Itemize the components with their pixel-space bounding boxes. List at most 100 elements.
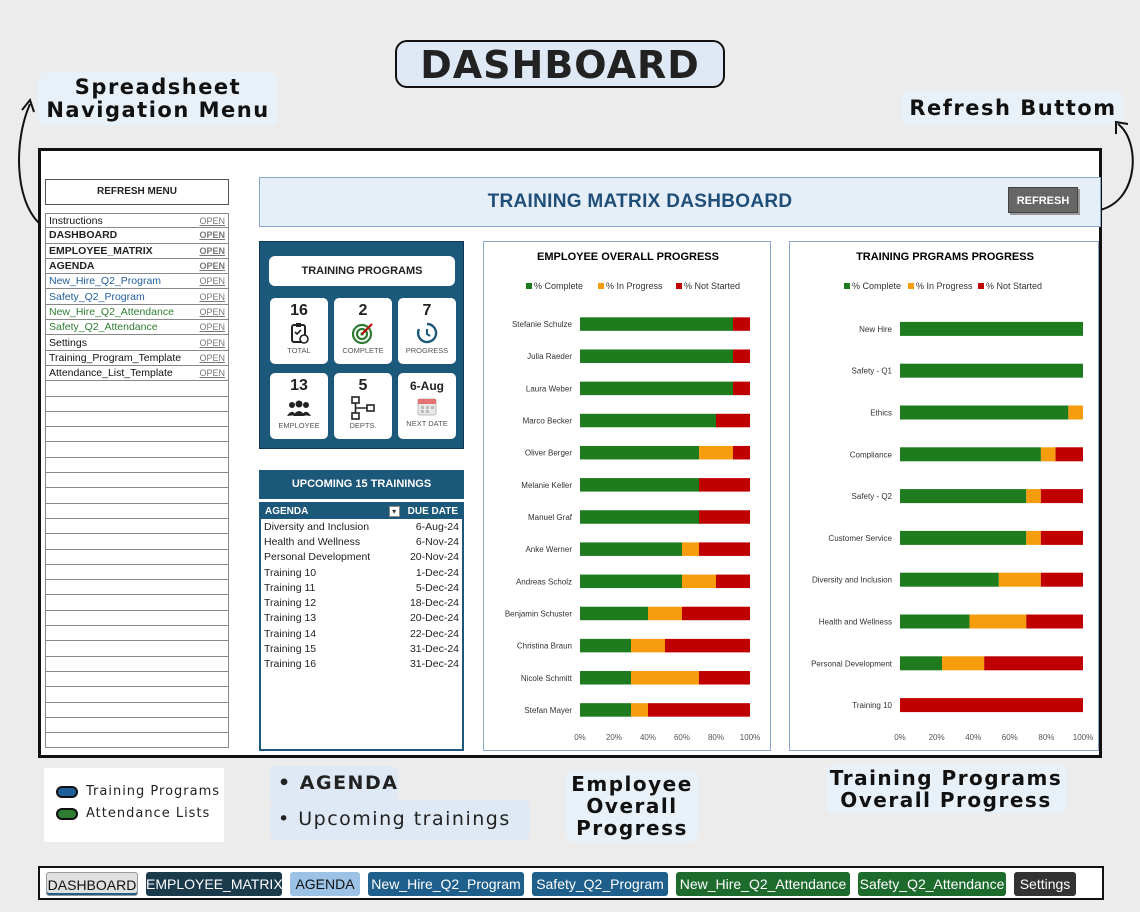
open-link[interactable]: OPEN (199, 261, 225, 272)
filter-icon[interactable]: ▾ (388, 506, 400, 517)
category-label: Safety - Q2 (852, 492, 893, 501)
refresh-button[interactable]: REFRESH (1008, 187, 1078, 213)
sheet-tab[interactable]: New_Hire_Q2_Program (368, 872, 524, 896)
table-row: Diversity and Inclusion 6-Aug-24 (261, 519, 462, 534)
category-label: Benjamin Schuster (505, 609, 572, 618)
empty-cell-row (45, 457, 229, 474)
training-name: Training 13 (264, 612, 317, 625)
legend-swatch (844, 283, 850, 289)
bar-segment (682, 542, 699, 556)
table-row: Training 12 18-Dec-24 (261, 595, 462, 610)
open-link[interactable]: OPEN (199, 306, 225, 317)
nav-item-label: New_Hire_Q2_Attendance (49, 305, 174, 318)
table-row: Training 10 1-Dec-24 (261, 565, 462, 580)
category-label: Andreas Scholz (516, 577, 572, 586)
bar-segment (580, 638, 631, 653)
category-label: Anke Werner (525, 545, 572, 554)
nav-item: New_Hire_Q2_Program OPEN (45, 274, 229, 290)
empty-cell-row (45, 534, 229, 550)
empty-cell-row (45, 427, 229, 443)
page-title: DASHBOARD (395, 40, 725, 88)
bar-segment (631, 671, 699, 685)
open-link[interactable]: OPEN (199, 368, 225, 379)
category-label: Laura Weber (526, 384, 572, 393)
sheet-tab[interactable]: EMPLOYEE_MATRIX (146, 872, 283, 896)
nav-item: Safety_Q2_Program OPEN (45, 289, 229, 305)
nav-item: New_Hire_Q2_Attendance OPEN (45, 304, 229, 321)
empty-cell-row (45, 549, 229, 565)
category-label: Ethics (870, 409, 892, 418)
bar-segment (580, 574, 682, 589)
bar-segment (900, 405, 1069, 420)
kpi-depts: 5 DEPTS. (334, 373, 392, 439)
sheet-tab[interactable]: Safety_Q2_Program (532, 872, 668, 896)
sheet-tab[interactable]: DASHBOARD (46, 872, 138, 896)
training-progress-svg: TRAINING PRGRAMS PROGRESS % Complete % In … (811, 251, 1093, 742)
empty-cell-row (45, 396, 229, 412)
kpi-header: TRAINING PROGRAMS (269, 256, 455, 286)
training-progress-callout: Training Programs Overall Progress (826, 764, 1066, 814)
category-label: Compliance (850, 450, 893, 459)
open-link[interactable]: OPEN (199, 337, 225, 348)
training-name: Health and Wellness (264, 535, 361, 548)
open-link[interactable]: OPEN (199, 322, 225, 333)
open-link[interactable]: OPEN (199, 245, 225, 256)
open-link[interactable]: OPEN (199, 230, 225, 241)
sheet-tab[interactable]: Settings (1014, 872, 1076, 896)
empty-cell-row (45, 442, 229, 458)
kpi-complete-value: 2 (358, 302, 368, 319)
x-tick-label: 80% (1038, 733, 1054, 742)
navigation-menu: Instructions OPEN DASHBOARD OPEN EMPLOYEE_MA… (45, 213, 229, 749)
open-link[interactable]: OPEN (199, 276, 225, 287)
due-date: 31-Dec-24 (409, 658, 459, 671)
bar-segment (631, 638, 665, 653)
due-date: 20-Dec-24 (409, 612, 459, 625)
bar-segment (942, 656, 985, 671)
open-link[interactable]: OPEN (199, 291, 225, 302)
bar-segment (699, 510, 750, 524)
bar-segment (699, 671, 750, 685)
nav-item-label: Instructions (49, 214, 103, 227)
x-tick-label: 100% (740, 733, 760, 742)
nav-item: EMPLOYEE_MATRIX OPEN (45, 243, 229, 259)
nav-item-label: Safety_Q2_Attendance (49, 321, 158, 334)
empty-cell-row (45, 473, 229, 489)
bar-segment (900, 321, 1083, 336)
open-link[interactable]: OPEN (199, 215, 225, 226)
legend-swatch (598, 283, 604, 289)
sheet-tab[interactable]: New_Hire_Q2_Attendance (676, 872, 850, 896)
empty-cell-row (45, 626, 229, 642)
x-tick-label: 20% (929, 733, 945, 742)
nav-item: Training_Program_Template OPEN (45, 350, 229, 366)
bar-segment (580, 445, 699, 460)
training-programs-kpis: TRAINING PROGRAMS 16 TOTAL 2 COMPLETE 7 … (259, 241, 464, 449)
category-label: Nicole Schmitt (521, 674, 573, 683)
refresh-menu-button[interactable]: REFRESH MENU (45, 179, 229, 205)
legend-attendance-lists: Attendance Lists (56, 806, 210, 821)
sheet-tab[interactable]: Safety_Q2_Attendance (858, 872, 1006, 896)
bar-segment (1040, 447, 1056, 462)
legend-label: % Complete (852, 281, 901, 291)
nav-item: AGENDA OPEN (45, 258, 229, 275)
training-name: Training 15 (264, 643, 317, 656)
bar-segment (733, 317, 750, 331)
table-row: Training 16 31-Dec-24 (261, 657, 462, 672)
kpi-next-date: 6-Aug NEXT DATE (398, 373, 456, 439)
bar-segment (665, 638, 750, 653)
empty-cell-row (45, 564, 229, 581)
training-name: Training 12 (264, 597, 317, 610)
bar-segment (969, 614, 1027, 629)
training-name: Training 10 (264, 566, 317, 579)
open-link[interactable]: OPEN (199, 352, 225, 363)
legend-swatch (908, 283, 914, 289)
table-row: Training 13 20-Dec-24 (261, 611, 462, 626)
sheet-tab[interactable]: AGENDA (290, 872, 360, 896)
training-name: Training 14 (264, 627, 317, 640)
bar-segment (998, 572, 1041, 587)
empty-cell-row (45, 580, 229, 596)
bar-segment (1055, 447, 1083, 462)
upcoming-trainings-table: AGENDA ▾ DUE DATE Diversity and Inclusio… (259, 502, 464, 751)
table-row: Training 14 22-Dec-24 (261, 626, 462, 641)
green-pill-icon (56, 807, 78, 820)
bar-segment (631, 703, 648, 717)
